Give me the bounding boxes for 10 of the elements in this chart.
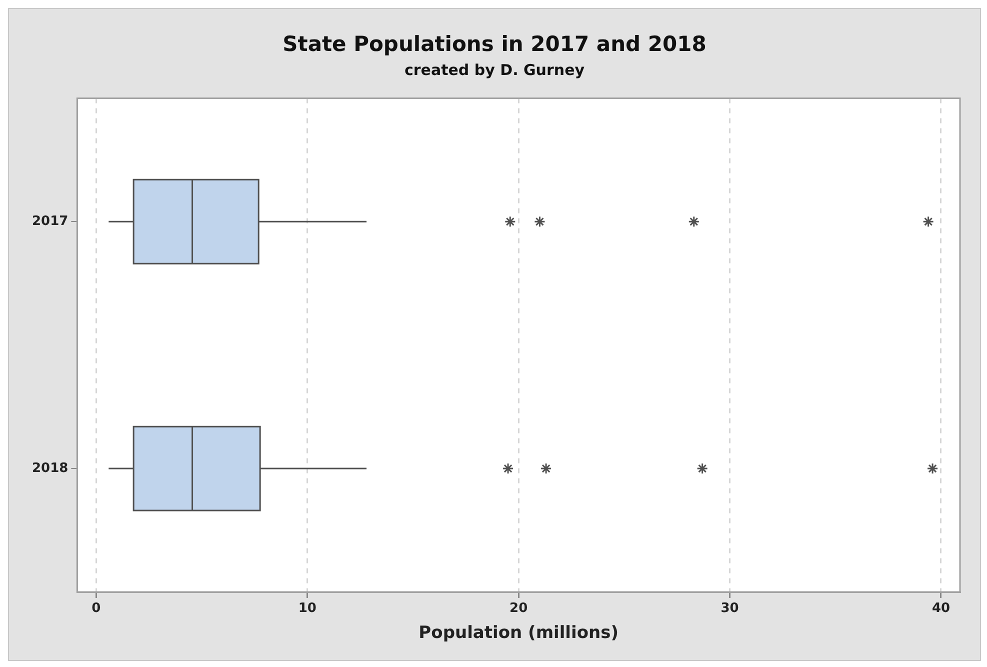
y-tick-label: 2017 [32, 214, 68, 230]
x-tick-label: 0 [92, 601, 101, 616]
x-tick-label: 40 [932, 601, 950, 616]
chart-title: State Populations in 2017 and 2018 [282, 32, 706, 56]
x-axis-title: Population (millions) [418, 623, 619, 644]
x-tick-label: 30 [720, 601, 739, 616]
x-tick-label: 10 [298, 601, 316, 616]
y-tick-label: 2018 [32, 460, 68, 476]
x-tick-label: 20 [510, 601, 528, 616]
chart-subtitle: created by D. Gurney [404, 61, 585, 80]
